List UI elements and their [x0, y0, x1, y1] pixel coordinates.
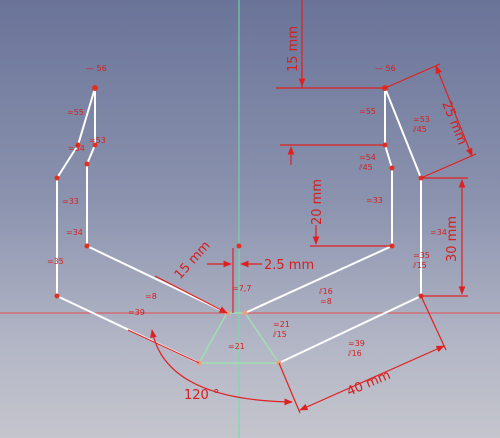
left-inner-slant-edge[interactable] — [86, 144, 96, 165]
dimension-angle[interactable]: 120 ° — [127, 329, 293, 406]
point[interactable] — [389, 165, 395, 171]
constraint-tag[interactable]: =55 — [67, 108, 84, 117]
constraint-tag[interactable]: =39 — [128, 308, 145, 317]
left-profile[interactable] — [56, 87, 228, 364]
constraint-tag[interactable]: =39 — [348, 339, 365, 348]
constraint-tag[interactable]: =33 — [366, 196, 383, 205]
point[interactable] — [242, 310, 248, 316]
right-profile[interactable] — [244, 87, 422, 364]
constraint-tag[interactable]: =35 — [413, 251, 430, 260]
constraint-tag[interactable]: =53 — [89, 136, 106, 145]
dimension-label[interactable]: 2.5 mm — [264, 258, 314, 273]
constraint-tag[interactable]: =34 — [430, 228, 447, 237]
dimension-center-offset[interactable]: 2.5 mm — [207, 248, 314, 313]
right-upper-edge[interactable] — [384, 87, 422, 179]
point[interactable] — [236, 243, 242, 249]
constraint-tag[interactable]: ⫽45 — [412, 125, 427, 134]
left-upper-edge[interactable] — [77, 87, 96, 146]
dimension-extension — [384, 63, 441, 89]
dimension-label[interactable]: 25 mm — [438, 99, 469, 147]
constraint-tag[interactable]: =54 — [68, 144, 85, 153]
dimension-extension — [420, 153, 477, 179]
constraint-tag[interactable]: ⫽16 — [318, 287, 333, 296]
trapezoid-left[interactable] — [198, 312, 228, 364]
dimension-left-arm[interactable]: 15 mm — [154, 238, 228, 314]
constraint-tag[interactable]: =35 — [47, 257, 64, 266]
point[interactable] — [75, 142, 81, 148]
dimension-outer-vertical[interactable]: 30 mm — [421, 177, 468, 297]
constraint-tag[interactable]: — 56 — [375, 64, 396, 73]
point[interactable] — [54, 175, 60, 181]
dimension-extension — [278, 362, 301, 414]
constraint-tag[interactable]: =8 — [320, 297, 332, 306]
constraint-tag[interactable]: =55 — [359, 107, 376, 116]
constraint-tag[interactable]: ⫽16 — [347, 349, 362, 358]
dimension-top-offset[interactable]: 15 mm — [276, 0, 385, 89]
constraint-tag[interactable]: =21 — [228, 342, 245, 351]
left-arm-top-edge[interactable] — [86, 245, 228, 314]
dimension-bottom-segment[interactable]: 40 mm — [278, 295, 447, 414]
dimension-inner-vertical[interactable]: 20 mm — [280, 144, 392, 247]
dimension-label[interactable]: 40 mm — [345, 368, 393, 400]
constraint-tag[interactable]: ⫽15 — [272, 330, 287, 339]
right-arm-top-edge[interactable] — [244, 245, 393, 314]
right-inner-slant-edge[interactable] — [384, 144, 393, 169]
point[interactable] — [84, 243, 90, 249]
point[interactable] — [92, 142, 98, 148]
dimension-label[interactable]: 15 mm — [172, 238, 214, 282]
point[interactable] — [84, 161, 90, 167]
point[interactable] — [92, 85, 98, 91]
dimension-label[interactable]: 30 mm — [445, 216, 460, 262]
dimension-line — [435, 65, 473, 157]
dimension-label[interactable]: 15 mm — [286, 26, 301, 72]
dimension-line — [154, 275, 228, 314]
dimension-line — [299, 345, 445, 411]
constraint-tag[interactable]: =21 — [273, 320, 290, 329]
dimension-extension — [420, 295, 447, 351]
constraint-tag[interactable]: =7,7 — [232, 284, 251, 293]
dimension-label[interactable]: 20 mm — [310, 179, 325, 225]
constraint-tag[interactable]: ⫽15 — [412, 261, 427, 270]
constraint-tag[interactable]: ⫽45 — [358, 163, 373, 172]
dimension-label[interactable]: 120 ° — [184, 388, 219, 403]
point[interactable] — [54, 293, 60, 299]
constraint-tag[interactable]: =54 — [359, 153, 376, 162]
dimension-arc — [150, 329, 293, 406]
constraint-tag[interactable]: =34 — [66, 228, 83, 237]
constraint-tags: — 56 — 56 =55 =53 =54 =33 =34 =35 =55 =5… — [47, 64, 447, 358]
constraint-tag[interactable]: =8 — [145, 292, 157, 301]
constraint-tag[interactable]: =33 — [62, 197, 79, 206]
constraint-tag[interactable]: — 56 — [86, 64, 107, 73]
left-slant-edge[interactable] — [56, 144, 79, 179]
constraint-tag[interactable]: =53 — [413, 115, 430, 124]
